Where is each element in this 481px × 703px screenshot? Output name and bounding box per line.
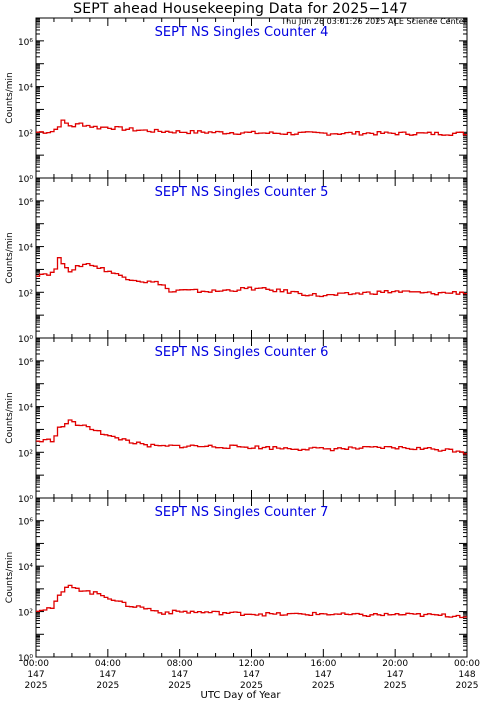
x-tick-label: 147 [27, 670, 44, 680]
panel-3: 10⁰ 10² 10⁴ 10⁶ Counts/min SEPT NS Singles Co… [5, 337, 468, 505]
plot-frame [35, 337, 468, 499]
y-axis-label: Counts/min [5, 392, 15, 443]
panel-2: 10⁰ 10² 10⁴ 10⁶ Counts/min SEPT NS Singles Co… [5, 177, 468, 345]
panel-title: SEPT NS Singles Counter 4 [155, 25, 329, 40]
x-tick-label: 147 [99, 670, 116, 680]
x-axis: 00:00147202504:00147202508:00147202512:0… [23, 659, 480, 691]
y-tick-label: 10² [18, 289, 33, 299]
y-axis-label: Counts/min [5, 72, 15, 123]
y-tick-label: 10⁴ [18, 244, 33, 254]
x-tick-label: 12:00 [239, 659, 265, 669]
y-tick-label: 10² [18, 449, 33, 459]
x-axis-title: UTC Day of Year [200, 690, 281, 701]
x-tick-label: 20:00 [382, 659, 408, 669]
y-tick-label: 10² [18, 129, 33, 139]
y-axis-label: Counts/min [5, 552, 15, 603]
plot-frame [35, 177, 468, 339]
x-tick-label: 04:00 [95, 659, 121, 669]
panel-title: SEPT NS Singles Counter 6 [155, 345, 329, 360]
x-tick-label: 2025 [25, 681, 48, 691]
plot-frame [35, 17, 468, 179]
panel-title: SEPT NS Singles Counter 5 [155, 185, 329, 200]
series-line [36, 419, 467, 455]
plot-frame [35, 497, 468, 658]
panel-4: 10⁰ 10² 10⁴ 10⁶ Counts/min SEPT NS Singles Co… [5, 497, 468, 664]
x-tick-label: 2025 [240, 681, 263, 691]
x-tick-label: 147 [387, 670, 404, 680]
panel-title: SEPT NS Singles Counter 7 [155, 505, 329, 520]
y-tick-label: 10⁶ [18, 38, 33, 48]
y-tick-label: 10⁶ [18, 518, 33, 528]
y-tick-label: 10⁶ [18, 358, 33, 368]
x-tick-label: 08:00 [167, 659, 193, 669]
x-tick-label: 16:00 [310, 659, 336, 669]
series-line [36, 119, 467, 136]
y-tick-label: 10⁰ [18, 175, 33, 185]
y-axis-label: Counts/min [5, 232, 15, 283]
x-tick-label: 00:00 [454, 659, 480, 669]
panel-1: 10⁰ 10² 10⁴ 10⁶ Counts/min SEPT NS Singles Co… [5, 17, 468, 185]
x-tick-label: 2025 [168, 681, 191, 691]
y-tick-label: 10⁰ [18, 335, 33, 345]
x-tick-label: 2025 [312, 681, 335, 691]
series-line [36, 584, 467, 619]
x-tick-label: 2025 [384, 681, 407, 691]
y-tick-label: 10⁴ [18, 84, 33, 94]
x-tick-label: 147 [171, 670, 188, 680]
y-tick-label: 10⁶ [18, 198, 33, 208]
timestamp-label: Thu Jun 26 03:01:26 2025 ACE Science Cen… [281, 17, 467, 26]
x-tick-label: 2025 [96, 681, 119, 691]
x-tick-label: 147 [243, 670, 260, 680]
x-tick-label: 148 [458, 670, 475, 680]
y-tick-label: 10⁰ [18, 495, 33, 505]
y-tick-label: 10⁴ [18, 404, 33, 414]
y-tick-label: 10⁴ [18, 563, 33, 573]
series-line [36, 257, 467, 298]
y-tick-label: 10² [18, 609, 33, 619]
x-tick-label: 00:00 [23, 659, 49, 669]
x-tick-label: 2025 [456, 681, 479, 691]
x-tick-label: 147 [315, 670, 332, 680]
y-tick-label: 10⁰ [18, 654, 33, 664]
page-title: SEPT ahead Housekeeping Data for 2025−14… [73, 1, 408, 17]
